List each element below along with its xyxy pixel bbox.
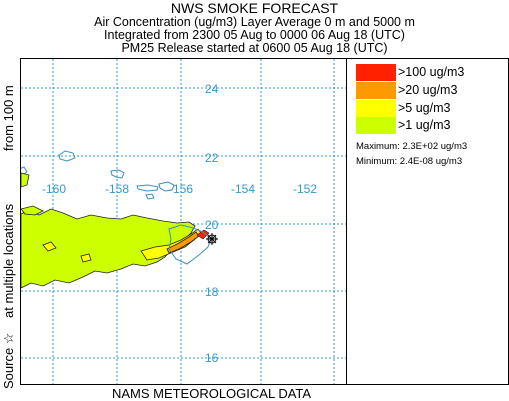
subtitle-release-start: PM25 Release started at 0600 05 Aug 18 (… <box>121 41 388 55</box>
legend-item-20: >20 ug/m3 <box>356 82 506 99</box>
maui-outline <box>158 181 175 192</box>
legend-label-100: >100 ug/m3 <box>398 65 465 79</box>
legend-swatch-100 <box>356 64 396 81</box>
subtitle-integration-period: Integrated from 2300 05 Aug to 0000 06 A… <box>104 28 405 42</box>
kauai-outline <box>58 150 76 162</box>
legend-item-5: >5 ug/m3 <box>356 100 506 117</box>
height-label: from 100 m <box>1 85 16 151</box>
lon-label-156: -156 <box>169 182 193 196</box>
lat-label-18: 18 <box>205 285 219 299</box>
legend-item-1: >1 ug/m3 <box>356 117 506 134</box>
coastlines <box>21 150 175 200</box>
legend-label-5: >5 ug/m3 <box>398 101 451 115</box>
smoke-map: 24 22 20 18 16 -160 -158 -156 -154 -152 <box>20 58 403 385</box>
legend-panel: >100 ug/m3 >20 ug/m3 >5 ug/m3 >1 ug/m3 M… <box>346 58 509 385</box>
lat-label-24: 24 <box>205 82 219 96</box>
data-source-footer: NAMS METEOROLOGICAL DATA <box>111 386 312 401</box>
subtitle-air-concentration: Air Concentration (ug/m3) Layer Average … <box>94 15 415 29</box>
plume-north-fragment <box>21 172 30 188</box>
legend-item-100: >100 ug/m3 <box>356 64 506 81</box>
map-title: NWS SMOKE FORECAST <box>170 0 339 16</box>
plume-west-fragment <box>21 205 44 216</box>
lat-label-20: 20 <box>205 218 219 232</box>
legend-swatch-1 <box>356 117 396 134</box>
big-island-outline <box>168 224 212 265</box>
legend-swatch-5 <box>356 100 396 117</box>
lon-label-158: -158 <box>105 182 129 196</box>
locations-label: at multiple locations <box>1 203 16 318</box>
plume-level-5 <box>42 228 202 263</box>
lanai-outline <box>145 193 155 200</box>
map-canvas: 24 22 20 18 16 -160 -158 -156 -154 -152 <box>21 59 402 384</box>
legend-label-20: >20 ug/m3 <box>398 83 458 97</box>
source-location-label: Source ☆ at multiple locations from 100 … <box>1 59 17 389</box>
legend-label-1: >1 ug/m3 <box>398 118 451 132</box>
lat-label-22: 22 <box>205 151 219 165</box>
plume-patch-b <box>80 253 92 263</box>
molokai-outline <box>136 184 159 192</box>
source-star-icon <box>206 233 218 245</box>
legend-maximum: Maximum: 2.3E+02 ug/m3 <box>356 141 468 152</box>
lat-label-16: 16 <box>205 351 219 365</box>
lon-label-160: -160 <box>42 182 66 196</box>
legend-swatch-20 <box>356 82 396 99</box>
lon-label-152: -152 <box>293 182 317 196</box>
source-label: Source ☆ <box>1 332 16 389</box>
legend-minimum: Minimum: 2.4E-08 ug/m3 <box>356 156 463 167</box>
plume-patch-a <box>42 241 57 252</box>
graticule <box>21 59 402 384</box>
oahu-outline <box>110 169 125 179</box>
lon-label-154: -154 <box>231 182 255 196</box>
